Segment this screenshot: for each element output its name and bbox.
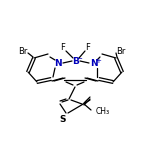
Text: +: +	[96, 58, 101, 64]
Text: F: F	[86, 43, 90, 52]
Text: Br: Br	[116, 47, 126, 57]
Text: −: −	[77, 56, 82, 62]
Text: Br: Br	[18, 47, 28, 57]
Text: F: F	[60, 43, 66, 52]
Text: S: S	[60, 114, 66, 123]
Text: N: N	[54, 59, 62, 69]
Text: B: B	[73, 57, 79, 67]
Text: CH₃: CH₃	[96, 107, 110, 116]
Text: N: N	[90, 59, 98, 69]
